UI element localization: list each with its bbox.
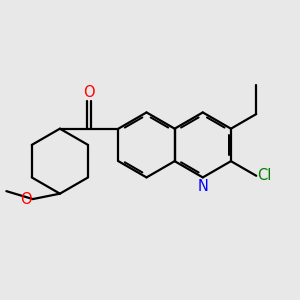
Text: O: O bbox=[83, 85, 95, 100]
Text: O: O bbox=[20, 192, 32, 207]
Text: Cl: Cl bbox=[257, 168, 272, 183]
Text: N: N bbox=[197, 179, 208, 194]
